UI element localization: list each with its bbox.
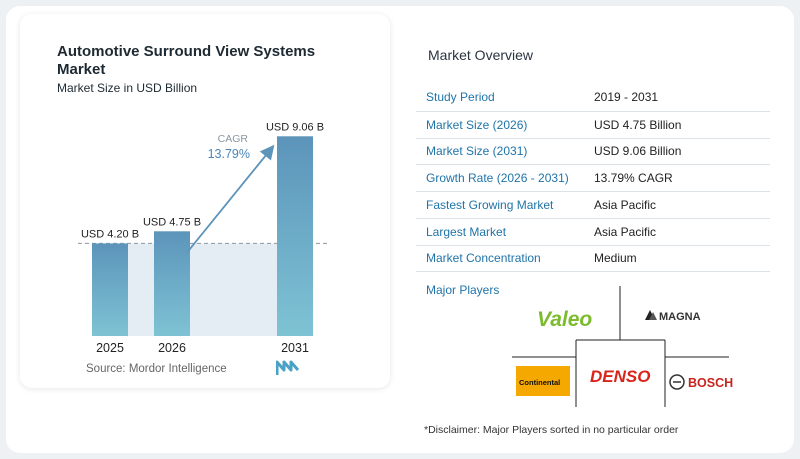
row-key: Largest Market bbox=[426, 224, 507, 239]
bar-value-label: USD 4.75 B bbox=[143, 216, 201, 228]
mordor-logo-icon bbox=[276, 360, 300, 375]
table-row: Fastest Growing Market Asia Pacific bbox=[416, 191, 770, 218]
table-row: Study Period 2019 - 2031 bbox=[416, 84, 770, 111]
row-key: Market Concentration bbox=[426, 251, 541, 266]
source-note: Source: Mordor Intelligence bbox=[86, 363, 227, 375]
bar-2031 bbox=[277, 136, 313, 336]
table-row: Growth Rate (2026 - 2031) 13.79% CAGR bbox=[416, 164, 770, 191]
table-row: Largest Market Asia Pacific bbox=[416, 217, 770, 245]
row-value: 2019 - 2031 bbox=[594, 90, 659, 105]
table-row: Market Size (2026) USD 4.75 Billion bbox=[416, 110, 770, 138]
major-players-title: Major Players bbox=[426, 283, 500, 297]
table-row: Market Concentration Medium bbox=[416, 244, 770, 272]
market-overview-table: Study Period 2019 - 2031 Market Size (20… bbox=[416, 84, 770, 272]
bar-chart: USD 4.20 B 2025 USD 4.75 B 2026 USD 9.06 B 20… bbox=[78, 121, 330, 355]
x-tick-label: 2031 bbox=[281, 341, 309, 355]
cagr-arrow bbox=[187, 144, 275, 252]
row-value: USD 4.75 Billion bbox=[594, 117, 682, 132]
table-row: Market Size (2031) USD 9.06 Billion bbox=[416, 137, 770, 165]
row-key: Study Period bbox=[426, 90, 495, 105]
bar-2026 bbox=[154, 231, 190, 336]
bar-2025 bbox=[92, 243, 128, 336]
cagr-label: CAGR bbox=[218, 133, 249, 145]
chart-title: Automotive Surround View Systems Market bbox=[57, 43, 316, 78]
row-value: Medium bbox=[594, 251, 637, 266]
chart-subtitle: Market Size in USD Billion bbox=[57, 81, 198, 95]
row-key: Market Size (2031) bbox=[426, 144, 528, 159]
bar-value-label: USD 9.06 B bbox=[266, 121, 324, 133]
market-overview-title: Market Overview bbox=[428, 47, 534, 63]
row-value: USD 9.06 Billion bbox=[594, 144, 682, 159]
x-tick-label: 2025 bbox=[96, 341, 124, 355]
x-tick-label: 2026 bbox=[158, 341, 186, 355]
row-value: Asia Pacific bbox=[594, 198, 657, 213]
row-value: 13.79% CAGR bbox=[594, 171, 673, 186]
row-value: Asia Pacific bbox=[594, 224, 657, 239]
disclaimer: *Disclaimer: Major Players sorted in no … bbox=[424, 424, 679, 436]
row-key: Market Size (2026) bbox=[426, 117, 528, 132]
row-key: Growth Rate (2026 - 2031) bbox=[426, 171, 569, 186]
row-key: Fastest Growing Market bbox=[426, 198, 554, 213]
cagr-value: 13.79% bbox=[208, 147, 250, 161]
bar-value-label: USD 4.20 B bbox=[81, 228, 139, 240]
reference-band bbox=[128, 243, 277, 336]
